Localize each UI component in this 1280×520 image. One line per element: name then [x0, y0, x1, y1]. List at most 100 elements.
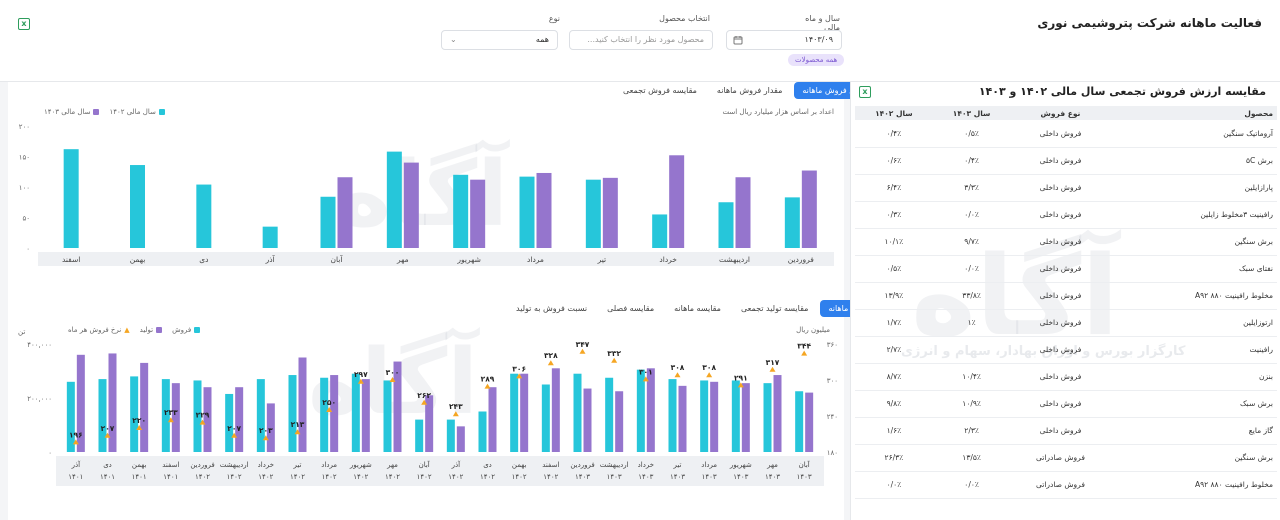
bar-sales: [351, 373, 360, 452]
table-row[interactable]: برش سبک فروش داخلی ۱۰/۹٪ ۹/۸٪: [855, 390, 1277, 418]
x-tick-month: آبان: [419, 460, 431, 469]
x-tick-label: خرداد: [659, 255, 677, 264]
tab-monthly-sales-amount[interactable]: مقدار فروش ماهانه: [716, 86, 783, 95]
cell-1402: ۹/۸٪: [855, 390, 933, 418]
rate-marker: [104, 432, 111, 438]
product-select[interactable]: محصول مورد نظر را انتخاب کنید...: [569, 30, 713, 50]
rate-label: ۳۰۶: [512, 364, 526, 373]
tab-seasonal-comparison[interactable]: مقایسه فصلی: [607, 304, 655, 313]
legend-1403: سال مالی ۱۴۰۳: [44, 108, 100, 116]
cell-product: نفتای سبک: [1110, 255, 1277, 283]
chart2-svg: ۴۰۰,۰۰۰ ۲۰۰,۰۰۰ ۰ ۳۶۰ ۳۰۰ ۲۴۰ ۱۸۰ ۱۹۶ آذر ۱۴۰۱ ۲۰۷…: [27, 340, 838, 486]
rate-marker: [674, 372, 681, 378]
bar-sales: [731, 380, 740, 452]
bar-sales: [541, 384, 550, 452]
chart1-svg: ۰ ۵۰ ۱۰۰ ۱۵۰ ۲۰۰ فروردین اردیبهشت خرداد تیر مرداد…: [19, 123, 834, 266]
charts-panel: آگاه آگاه ارزش فروش ماهانه مقدار فروش ما…: [8, 82, 881, 520]
cell-1402: ۰/۳٪: [855, 201, 933, 229]
x-tick-year: ۱۴۰۲: [353, 473, 368, 481]
y-left-tick: ۴۰۰,۰۰۰: [27, 341, 52, 349]
cell-product: برش ۵C: [1110, 147, 1277, 175]
x-tick-month: بهمن: [132, 461, 147, 469]
col-1402[interactable]: سال ۱۴۰۲: [855, 106, 933, 120]
tab-monthly-comparison[interactable]: مقایسه ماهانه: [674, 304, 721, 313]
table-row[interactable]: برش ۵C فروش داخلی ۰/۴٪ ۰/۶٪: [855, 147, 1277, 175]
cell-1403: ۰/۰٪: [932, 471, 1011, 499]
rate-label: ۲۹۱: [734, 373, 748, 382]
x-tick-year: ۱۴۰۲: [322, 473, 337, 481]
bar-sales: [795, 391, 804, 452]
calendar-icon[interactable]: [733, 31, 743, 52]
x-tick-year: ۱۴۰۲: [290, 473, 305, 481]
bar-production: [773, 375, 782, 452]
x-tick-month: شهریور: [729, 461, 752, 469]
rate-marker: [516, 373, 523, 379]
rate-marker: [452, 411, 459, 417]
all-products-chip[interactable]: همه محصولات: [788, 54, 845, 66]
table-row[interactable]: گاز مایع فروش داخلی ۲/۳٪ ۱/۶٪: [855, 417, 1277, 445]
cell-sale-type: فروش داخلی: [1010, 174, 1111, 202]
cell-1403: ۱۳/۵٪: [932, 444, 1011, 472]
rate-marker: [326, 407, 333, 412]
x-tick-month: فروردین: [190, 461, 214, 469]
x-tick-month: مهر: [386, 461, 398, 469]
cell-sale-type: فروش داخلی: [1010, 282, 1111, 310]
cell-1402: ۶/۴٪: [855, 174, 933, 202]
tab-cumulative-sales[interactable]: مقایسه فروش تجمعی: [623, 86, 697, 95]
x-tick-year: ۱۴۰۲: [512, 473, 527, 481]
x-tick-year: ۱۴۰۲: [543, 473, 558, 481]
table-row[interactable]: رافینیت فروش داخلی ۲/۷٪: [855, 336, 1277, 364]
table-row[interactable]: برش سنگین فروش داخلی ۹/۷٪ ۱۰/۱٪: [855, 228, 1277, 256]
excel-export-icon[interactable]: x: [18, 18, 30, 30]
type-select[interactable]: همه ⌄: [441, 30, 558, 50]
rate-label: ۳۰۰: [386, 368, 400, 377]
comparison-table-panel: مقایسه ارزش فروش تجمعی سال مالی ۱۴۰۲ و ۱…: [850, 82, 1280, 520]
table-row[interactable]: بنزن فروش داخلی ۱۰/۴٪ ۸/۷٪: [855, 363, 1277, 391]
bar-1402: [403, 162, 419, 248]
bar-1403: [130, 165, 145, 248]
rate-marker: [769, 366, 776, 372]
tab-sales-to-production[interactable]: نسبت فروش به تولید: [516, 304, 588, 313]
rate-marker: [357, 378, 364, 384]
bar-1402: [801, 170, 817, 248]
x-tick-month: آذر: [71, 460, 81, 469]
cell-1402: ۸/۷٪: [855, 363, 933, 391]
x-tick-year: ۱۴۰۳: [638, 473, 653, 481]
cell-product: مخلوط رافینیت ۸۸۰ A۹۲: [1110, 471, 1277, 499]
chart1-note: اعداد بر اساس هزار میلیارد ریال است: [722, 108, 834, 116]
cell-sale-type: فروش داخلی: [1010, 120, 1111, 148]
bar-production: [361, 379, 370, 452]
cell-1402: ۲۶/۳٪: [855, 444, 933, 472]
x-tick-label: تیر: [597, 255, 607, 264]
col-1403[interactable]: سال ۱۴۰۳: [932, 106, 1011, 120]
table-row[interactable]: آروماتیک سنگین فروش داخلی ۰/۵٪ ۰/۴٪: [855, 120, 1277, 148]
cell-1403: ۰/۰٪: [932, 201, 1011, 229]
cell-product: برش سنگین: [1110, 228, 1277, 256]
x-tick-year: ۱۴۰۲: [448, 473, 463, 481]
period-field[interactable]: ۱۴۰۳/۰۹: [726, 30, 842, 50]
rate-label: ۲۴۳: [449, 402, 463, 411]
table-row[interactable]: مخلوط رافینیت ۸۸۰ A۹۲ فروش صادراتی ۰/۰٪ ۰/۰…: [855, 471, 1277, 499]
table-row[interactable]: ارتوزایلین فروش داخلی ۱٪ ۱/۷٪: [855, 309, 1277, 337]
col-product[interactable]: محصول: [1110, 106, 1277, 120]
x-tick-year: ۱۴۰۲: [480, 473, 495, 481]
table-row[interactable]: رافینیت ۳مخلوط زایلین فروش داخلی ۰/۰٪ ۰/۳٪: [855, 201, 1277, 229]
page-title: فعالیت ماهانه شرکت پتروشیمی نوری: [1037, 16, 1262, 30]
x-tick-label: آذر: [265, 254, 276, 264]
table-row[interactable]: پارازایلین فروش داخلی ۳/۳٪ ۶/۴٪: [855, 174, 1277, 202]
cell-sale-type: فروش داخلی: [1010, 417, 1111, 445]
col-sale-type[interactable]: نوع فروش: [1010, 106, 1111, 120]
tab-cumulative-production[interactable]: مقایسه تولید تجمعی: [740, 304, 809, 313]
x-tick-year: ۱۴۰۳: [575, 473, 590, 481]
bar-sales: [66, 381, 75, 452]
x-tick-month: مهر: [766, 461, 778, 469]
excel-export-icon[interactable]: x: [859, 86, 871, 98]
table-row[interactable]: نفتای سبک فروش داخلی ۰/۰٪ ۰/۵٪: [855, 255, 1277, 283]
cell-product: پارازایلین: [1110, 174, 1277, 202]
table-row[interactable]: مخلوط رافینیت ۸۸۰ A۹۲ فروش داخلی ۳۳/۸٪ ۱۳/۹…: [855, 282, 1277, 310]
table-row[interactable]: برش سنگین فروش صادراتی ۱۳/۵٪ ۲۶/۳٪: [855, 444, 1277, 472]
x-tick-label: شهریور: [456, 255, 480, 264]
cell-product: مخلوط رافینیت ۸۸۰ A۹۲: [1110, 282, 1277, 310]
bar-sales: [478, 411, 487, 452]
y-left-tick: ۲۰۰,۰۰۰: [27, 395, 52, 403]
